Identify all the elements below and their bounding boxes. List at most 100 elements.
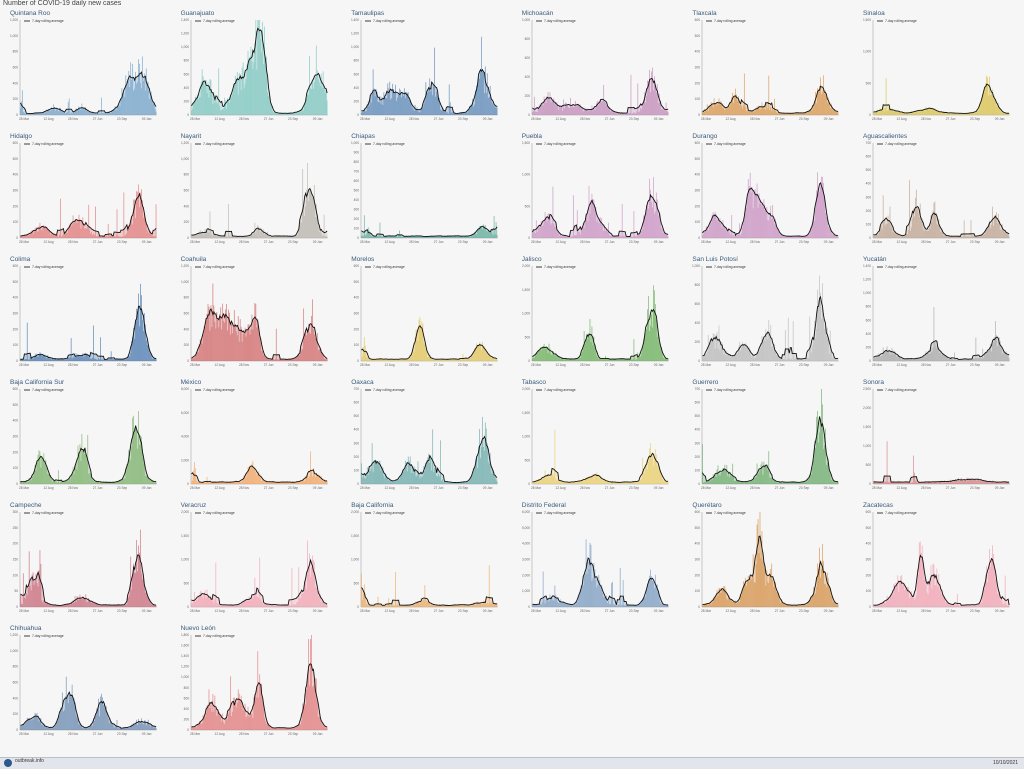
x-tick-label: 12 Aug	[726, 363, 736, 367]
x-tick-label: 12 Aug	[726, 240, 736, 244]
y-tick-label: 0	[187, 482, 189, 486]
y-tick-label: 1,200	[10, 18, 18, 22]
rolling-average-area	[20, 426, 157, 484]
x-tick-label: 12 Aug	[44, 486, 54, 490]
y-tick-label: 1,000	[351, 558, 359, 562]
x-tick-label: 28 Nov	[239, 363, 250, 367]
x-tick-label: 12 Aug	[385, 117, 395, 121]
y-tick-label: 1,200	[863, 278, 871, 282]
x-tick-label: 28 Nov	[580, 117, 591, 121]
y-tick-label: 2,000	[522, 387, 530, 391]
panel-title: Distrito Federal	[522, 502, 566, 509]
x-tick-label: 23 Sep	[629, 240, 639, 244]
y-tick-label: 200	[695, 340, 701, 344]
y-tick-label: 500	[866, 526, 872, 530]
y-tick-label: 500	[866, 168, 872, 172]
legend-label: 7-day rolling average	[544, 511, 576, 515]
y-tick-label: 400	[354, 428, 360, 432]
x-tick-label: 28 Mar	[360, 486, 371, 490]
y-tick-label: 600	[695, 401, 701, 405]
x-tick-label: 23 Sep	[799, 240, 809, 244]
legend-label: 7-day rolling average	[714, 142, 746, 146]
x-tick-label: 28 Nov	[580, 240, 591, 244]
x-tick-label: 27 Jun	[93, 240, 103, 244]
legend-label: 7-day rolling average	[203, 19, 235, 23]
x-tick-label: 28 Mar	[360, 117, 371, 121]
y-tick-label: 2,000	[181, 458, 189, 462]
x-tick-label: 27 Jun	[775, 486, 785, 490]
y-tick-label: 800	[524, 37, 530, 41]
y-tick-label: 0	[528, 482, 530, 486]
rolling-average-area	[873, 555, 1010, 607]
y-tick-label: 600	[695, 510, 701, 514]
y-tick-label: 500	[695, 414, 701, 418]
x-tick-label: 27 Jun	[434, 117, 444, 121]
x-tick-label: 12 Aug	[726, 486, 736, 490]
y-tick-label: 400	[695, 50, 701, 54]
x-tick-label: 28 Nov	[68, 609, 79, 613]
x-tick-label: 27 Jun	[775, 117, 785, 121]
x-tick-label: 12 Aug	[385, 609, 395, 613]
x-tick-label: 27 Jun	[93, 363, 103, 367]
y-tick-label: 100	[13, 220, 19, 224]
y-tick-label: 1,000	[863, 50, 871, 54]
y-tick-label: 500	[524, 335, 530, 339]
y-tick-label: 200	[13, 204, 19, 208]
x-tick-label: 27 Jun	[434, 609, 444, 613]
x-tick-label: 28 Mar	[872, 609, 883, 613]
x-tick-label: 12 Aug	[214, 363, 224, 367]
y-tick-label: 0	[528, 605, 530, 609]
x-tick-label: 28 Mar	[190, 240, 201, 244]
panel-title: Chiapas	[351, 133, 375, 140]
x-tick-label: 09 Jan	[654, 240, 664, 244]
x-tick-label: 23 Sep	[629, 609, 639, 613]
panel-title: Colima	[10, 256, 30, 263]
y-tick-label: 0	[699, 605, 701, 609]
x-tick-label: 23 Sep	[799, 117, 809, 121]
legend-label: 7-day rolling average	[32, 19, 64, 23]
y-tick-label: 0	[187, 359, 189, 363]
x-tick-label: 27 Jun	[775, 240, 785, 244]
legend-label: 7-day rolling average	[32, 388, 64, 392]
x-tick-label: 28 Mar	[19, 363, 30, 367]
x-tick-label: 09 Jan	[824, 486, 834, 490]
y-tick-label: 4,000	[522, 542, 530, 546]
y-tick-label: 200	[695, 573, 701, 577]
x-tick-label: 28 Nov	[409, 240, 420, 244]
x-tick-label: 27 Jun	[775, 609, 785, 613]
y-tick-label: 0	[869, 482, 871, 486]
x-tick-label: 28 Nov	[921, 486, 932, 490]
x-tick-label: 12 Aug	[44, 117, 54, 121]
x-tick-label: 23 Sep	[288, 486, 298, 490]
x-tick-label: 09 Jan	[824, 117, 834, 121]
legend-label: 7-day rolling average	[544, 265, 576, 269]
y-tick-label: 4,000	[181, 435, 189, 439]
x-tick-label: 28 Mar	[19, 486, 30, 490]
y-tick-label: 600	[183, 312, 189, 316]
x-tick-label: 09 Jan	[995, 609, 1005, 613]
y-tick-label: 200	[183, 343, 189, 347]
panel-title: Campeche	[10, 502, 41, 509]
y-tick-label: 500	[866, 463, 872, 467]
x-tick-label: 27 Jun	[93, 117, 103, 121]
y-tick-label: 2,500	[863, 387, 871, 391]
y-tick-label: 800	[866, 305, 872, 309]
panel-title: Morelos	[351, 256, 374, 263]
y-tick-label: 600	[183, 72, 189, 76]
y-tick-label: 1,500	[351, 534, 359, 538]
y-tick-label: 0	[699, 359, 701, 363]
x-tick-label: 09 Jan	[995, 486, 1005, 490]
y-tick-label: 100	[13, 573, 19, 577]
y-tick-label: 600	[866, 318, 872, 322]
